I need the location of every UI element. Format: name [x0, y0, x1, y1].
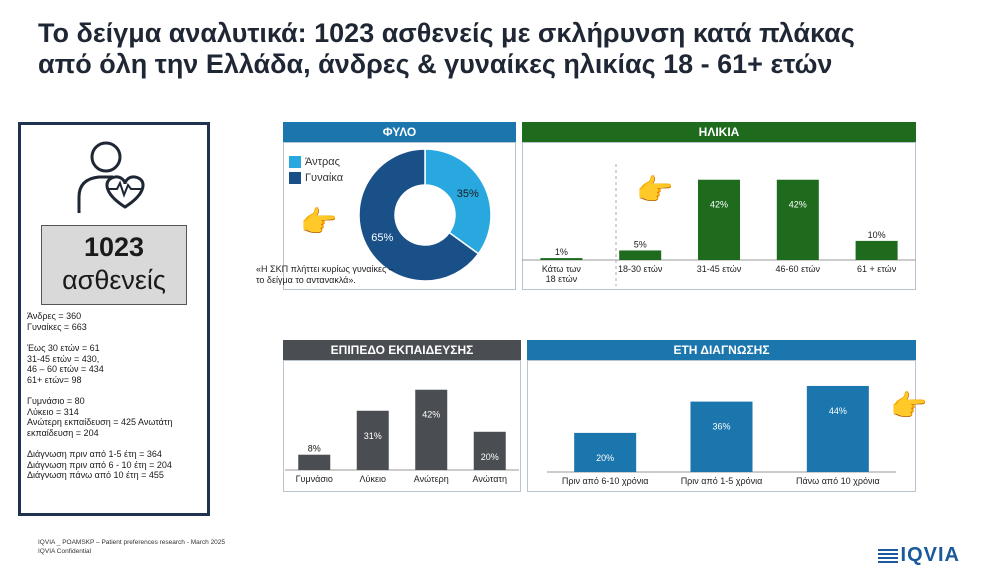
- bar: [415, 389, 448, 470]
- bar: [473, 431, 506, 470]
- logo-text: IQVIA: [900, 544, 960, 566]
- bar-value-label: 1%: [555, 247, 568, 257]
- gender-note: «Η ΣΚΠ πλήττει κυρίως γυναίκες – το δείγ…: [256, 264, 394, 285]
- stats-group: Άνδρες = 360 Γυναίκες = 663: [27, 311, 207, 332]
- stats-line: Γυναίκες = 663: [27, 321, 87, 332]
- stats-line: Διάγνωση πριν από 6 - 10 έτη = 204: [27, 459, 172, 470]
- education-bar-chart: 8% Γυμνάσιο 31% Λύκειο 42% Ανώτερη 20% Ανώτατη: [285, 389, 519, 484]
- bar: [806, 385, 869, 472]
- bar: [855, 240, 898, 260]
- legend-label-female: Γυναίκα: [305, 172, 344, 184]
- stats-group: Γυμνάσιο = 80 Λύκειο = 314 Ανώτερη εκπαίδε…: [27, 396, 207, 438]
- bar-value-label: 42%: [789, 200, 807, 210]
- legend-item-female: Γυναίκα: [289, 172, 343, 184]
- age-panel-header: ΗΛΙΚΙΑ: [522, 122, 916, 142]
- donut-slice-male: [424, 148, 492, 255]
- stats-line: Λύκειο = 314: [27, 406, 79, 417]
- sample-summary-panel: 1023 ασθενείς Άνδρες = 360 Γυναίκες = 663…: [18, 122, 210, 516]
- bar-category-label: Πριν από 6-10 χρόνια: [562, 476, 649, 486]
- patient-count: 1023: [83, 232, 145, 262]
- iqvia-logo: IQVIA: [877, 544, 960, 567]
- patient-heart-icon: [77, 141, 145, 213]
- page-title-line-1: Το δείγμα αναλυτικά: 1023 ασθενείς με σκ…: [38, 18, 855, 48]
- bar-category-label: 18 ετών: [546, 274, 578, 284]
- bar: [540, 258, 583, 260]
- bar-category-label: Κάτω των: [542, 264, 582, 274]
- stats-group: Διάγνωση πριν από 1-5 έτη = 364 Διάγνωση …: [27, 449, 207, 481]
- bar-category-label: Πάνω από 10 χρόνια: [796, 476, 880, 486]
- stats-line: 46 – 60 ετών = 434: [27, 364, 104, 374]
- patient-count-box: 1023 ασθενείς: [41, 225, 187, 305]
- bar: [298, 454, 331, 470]
- bar: [698, 179, 740, 260]
- diagnosis-panel-header: ΕΤΗ ΔΙΑΓΝΩΣΗΣ: [527, 340, 916, 360]
- bar-category-label: 61 + ετών: [857, 264, 897, 274]
- bar-value-label: 8%: [308, 444, 321, 454]
- stats-line: Γυμνάσιο = 80: [27, 396, 85, 406]
- stats-line: Ανώτερη εκπαίδευση = 425 Ανωτάτη: [27, 417, 173, 427]
- bar: [356, 410, 389, 470]
- logo-lines-icon: [877, 548, 898, 563]
- stats-line: Άνδρες = 360: [27, 311, 82, 321]
- stats-line: 61+ ετών= 98: [27, 374, 82, 385]
- bar: [619, 250, 662, 260]
- stats-line: Διάγνωση πάνω από 10 έτη = 455: [27, 470, 164, 480]
- bar: [776, 179, 819, 260]
- gender-donut-chart: 35% 65%: [358, 148, 492, 282]
- pointing-hand-icon-diagnosis: 👉: [890, 390, 928, 423]
- legend-label-male: Άντρας: [305, 156, 340, 168]
- bar-value-label: 31%: [364, 431, 382, 441]
- legend-item-male: Άντρας: [289, 156, 343, 168]
- bar-category-label: 18-30 ετών: [618, 264, 663, 274]
- bar-value-label: 44%: [829, 406, 847, 416]
- sample-breakdown: Άνδρες = 360 Γυναίκες = 663 Έως 30 ετών = …: [27, 311, 207, 492]
- stats-group: Έως 30 ετών = 61 31-45 ετών = 430, 46 – 60…: [27, 343, 207, 385]
- bar-category-label: Πριν από 1-5 χρόνια: [681, 476, 763, 486]
- footer-line-1: IQVIA _ POAMSKP – Patient preferences re…: [38, 539, 226, 546]
- bar: [574, 432, 637, 472]
- bar-value-label: 10%: [868, 230, 886, 240]
- stats-line: εκπαίδευση = 204: [27, 427, 99, 438]
- bar-value-label: 20%: [596, 453, 614, 463]
- bar-value-label: 42%: [710, 200, 728, 210]
- patient-count-label: ασθενείς: [62, 265, 166, 295]
- diagnosis-bar-chart: 20% Πριν από 6-10 χρόνια 36% Πριν από 1-5 χ…: [547, 385, 896, 486]
- bar-category-label: 31-45 ετών: [697, 264, 742, 274]
- bar-value-label: 36%: [712, 422, 730, 432]
- stats-line: 31-45 ετών = 430,: [27, 353, 100, 364]
- bar-value-label: 5%: [634, 239, 647, 249]
- gender-legend: Άντρας Γυναίκα: [289, 156, 343, 188]
- bar-category-label: 46-60 ετών: [776, 264, 821, 274]
- page-title: Το δείγμα αναλυτικά: 1023 ασθενείς με σκ…: [38, 18, 978, 80]
- bar-category-label: Λύκειο: [360, 474, 386, 484]
- donut-label-female: 65%: [371, 232, 393, 244]
- education-panel-header: ΕΠΙΠΕΔΟ ΕΚΠΑΙΔΕΥΣΗΣ: [283, 340, 521, 360]
- pointing-hand-icon-gender: 👉: [300, 206, 338, 239]
- stats-line: Διάγνωση πριν από 1-5 έτη = 364: [27, 449, 162, 459]
- gender-panel-header: ΦΥΛΟ: [283, 122, 516, 142]
- donut-label-male: 35%: [457, 188, 479, 200]
- stats-line: Έως 30 ετών = 61: [27, 343, 100, 353]
- bar-value-label: 42%: [422, 410, 440, 420]
- bar-category-label: Ανώτερη: [414, 474, 449, 484]
- donut-slice-female: [358, 148, 480, 282]
- pointing-hand-icon-age: 👉: [636, 174, 674, 207]
- legend-swatch-female: [289, 172, 301, 184]
- bar-category-label: Ανώτατη: [473, 474, 507, 484]
- page-title-line-2: από όλη την Ελλάδα, άνδρες & γυναίκες ηλ…: [38, 49, 833, 79]
- bar-category-label: Γυμνάσιο: [296, 474, 333, 484]
- bar: [690, 401, 753, 472]
- legend-swatch-male: [289, 156, 301, 168]
- footer-line-2: IQVIA Confidential: [38, 548, 92, 555]
- bar-value-label: 20%: [481, 452, 499, 462]
- footer: IQVIA _ POAMSKP – Patient preferences re…: [38, 538, 225, 556]
